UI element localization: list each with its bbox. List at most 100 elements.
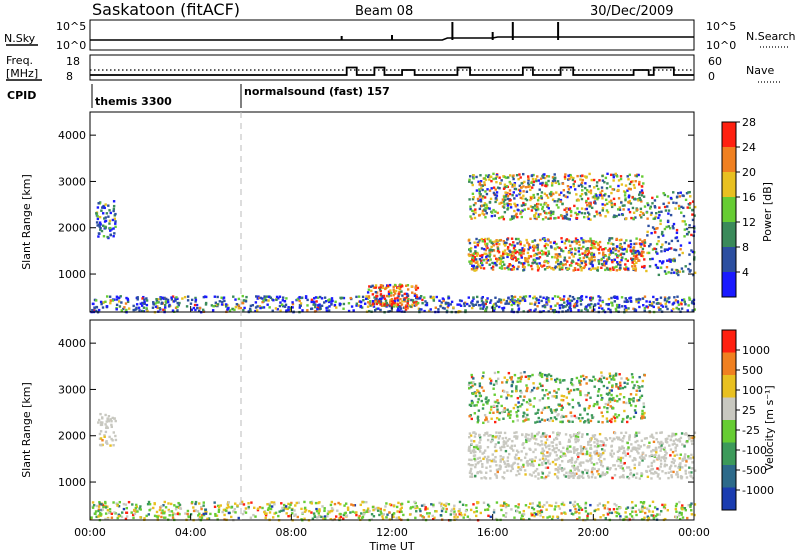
power-cell: [633, 186, 636, 189]
power-cell: [469, 207, 472, 211]
power-cell: [653, 217, 657, 220]
power-cell: [350, 305, 354, 308]
freq-right-tick-bottom: 0: [708, 70, 715, 83]
velocity-cell: [611, 439, 614, 443]
velocity-cell: [619, 456, 623, 460]
power-cell: [643, 306, 647, 310]
power-cell: [383, 303, 386, 306]
power-cell: [559, 260, 563, 264]
velocity-cell: [574, 460, 578, 463]
power-cell: [452, 306, 455, 309]
velocity-cell: [551, 419, 555, 423]
power-cell: [559, 198, 563, 202]
power-cell: [634, 269, 637, 272]
power-cell: [509, 218, 512, 221]
power-cell: [213, 295, 217, 298]
power-cell: [566, 308, 570, 312]
velocity-cell: [467, 449, 471, 452]
velocity-cell: [543, 459, 546, 462]
velocity-cell: [468, 432, 472, 435]
power-cell: [588, 205, 591, 208]
power-cell: [599, 214, 602, 217]
power-cell: [95, 306, 99, 309]
power-cell: [125, 296, 128, 300]
velocity-cell: [562, 395, 566, 398]
power-cell: [484, 190, 487, 193]
velocity-cell: [638, 375, 641, 379]
velocity-cell: [136, 510, 139, 513]
power-cell: [610, 242, 613, 245]
velocity-cell: [590, 414, 594, 417]
velocity-cell: [110, 512, 114, 516]
velocity-cell: [546, 461, 549, 464]
velocity-cell: [105, 440, 108, 443]
velocity-cell: [657, 457, 661, 461]
power-cell: [660, 210, 663, 213]
velocity-cell: [660, 442, 663, 445]
velocity-cell: [432, 504, 435, 508]
velocity-cell: [593, 434, 597, 437]
velocity-cell: [419, 509, 422, 513]
power-cell: [463, 304, 466, 308]
power-cell: [556, 302, 559, 305]
velocity-cell: [486, 459, 489, 462]
velocity-cell: [657, 468, 661, 471]
velocity-cell: [258, 506, 262, 509]
velocity-cell: [530, 460, 534, 463]
velocity-cell: [97, 515, 100, 518]
power-cell: [579, 299, 582, 303]
power-cell: [486, 188, 489, 191]
power-cell: [609, 268, 612, 272]
power-cell: [520, 249, 524, 252]
velocity-cell: [318, 508, 321, 511]
power-cell: [523, 180, 526, 184]
velocity-cell: [496, 410, 499, 414]
power-cell: [672, 191, 675, 194]
power-cell: [684, 223, 688, 226]
power-cell: [527, 256, 531, 260]
power-cell: [388, 283, 392, 287]
power-cell: [616, 255, 619, 259]
velocity-cell: [362, 509, 366, 512]
velocity-cell: [505, 503, 509, 507]
power-cell: [521, 298, 524, 302]
power-cell: [637, 252, 641, 256]
power-cell: [262, 299, 265, 302]
velocity-cell: [503, 407, 506, 410]
power-cell: [512, 174, 515, 177]
velocity-cell: [216, 518, 219, 521]
power-cell: [367, 309, 371, 313]
velocity-cell: [560, 416, 563, 419]
velocity-cell: [600, 411, 603, 414]
velocity-cell: [244, 511, 248, 514]
velocity-cell: [99, 421, 103, 424]
power-cell: [661, 234, 665, 237]
power-cell: [536, 205, 539, 209]
velocity-cell: [593, 385, 596, 388]
power-cell: [379, 293, 383, 296]
power-cell: [569, 185, 572, 189]
velocity-cell: [508, 437, 511, 441]
power-cell: [428, 309, 431, 313]
velocity-cell: [482, 403, 485, 406]
velocity-cell: [467, 447, 471, 450]
velocity-cell: [444, 510, 448, 513]
velocity-cell: [683, 445, 686, 448]
power-cell: [483, 196, 487, 199]
power-cell: [549, 266, 553, 270]
velocity-cell: [309, 501, 312, 504]
velocity-cell: [560, 503, 564, 506]
power-cell: [677, 191, 680, 195]
power-cell: [580, 237, 583, 240]
velocity-cell: [640, 457, 643, 460]
velocity-cell: [266, 503, 269, 506]
velocity-cell: [476, 457, 479, 460]
velocity-cell: [114, 438, 118, 442]
velocity-cell: [587, 391, 590, 395]
velocity-cell: [303, 500, 306, 504]
power-cell: [624, 184, 628, 187]
power-cell: [612, 173, 615, 177]
power-cell: [643, 264, 646, 268]
velocity-cell: [476, 401, 480, 404]
power-cell: [533, 303, 537, 306]
